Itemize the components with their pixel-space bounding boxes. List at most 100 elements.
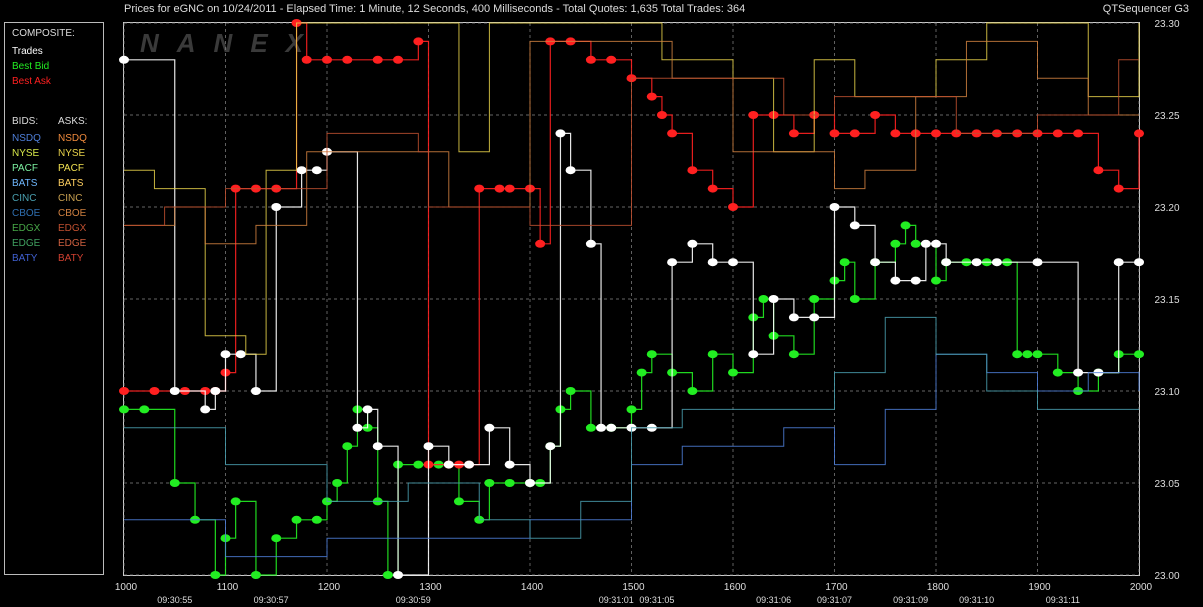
data-point-best-ask — [1093, 166, 1104, 175]
data-point-best-ask — [646, 92, 657, 101]
legend-ask-nsdq: NSDQ — [58, 133, 87, 144]
data-point-best-bid — [332, 479, 343, 487]
series-line-nyse — [124, 22, 1140, 355]
data-point-trades — [220, 350, 231, 359]
legend-ask-pacf: PACF — [58, 163, 84, 174]
data-point-best-ask — [1134, 129, 1144, 138]
x-tick-label: 1900 — [1028, 582, 1051, 593]
data-point-trades — [525, 479, 535, 487]
legend-ask-cboe: CBOE — [58, 208, 87, 219]
data-point-best-ask — [494, 184, 505, 193]
data-point-best-bid — [890, 239, 901, 248]
data-point-trades — [464, 460, 475, 469]
time-label: 09:31:01 — [599, 595, 634, 605]
data-point-best-ask — [322, 55, 332, 64]
chart-title: Prices for eGNC on 10/24/2011 - Elapsed … — [124, 3, 746, 15]
data-point-trades — [849, 221, 860, 230]
data-point-best-ask — [342, 55, 353, 64]
data-point-trades — [991, 258, 1002, 267]
time-label: 09:30:57 — [254, 595, 289, 605]
data-point-best-ask — [931, 129, 941, 138]
legend-best-bid: Best Bid — [12, 61, 50, 72]
time-label: 09:31:10 — [959, 595, 994, 605]
data-point-trades — [1032, 258, 1043, 267]
data-point-best-ask — [606, 55, 617, 64]
data-point-best-bid — [809, 295, 820, 303]
data-point-trades — [210, 387, 221, 395]
series-line-edgx — [124, 59, 1139, 226]
data-point-best-ask — [119, 387, 129, 395]
data-point-trades — [687, 239, 698, 248]
data-point-trades — [271, 203, 282, 211]
data-point-best-bid — [1052, 368, 1063, 377]
data-point-best-ask — [149, 387, 160, 395]
legend-ask-nyse: NYSE — [58, 148, 86, 159]
data-point-best-ask — [393, 55, 404, 64]
data-point-best-ask — [667, 129, 678, 138]
data-point-best-bid — [585, 423, 596, 432]
data-point-trades — [728, 258, 738, 267]
y-tick-label: 23.00 — [1154, 571, 1179, 582]
x-tick-label: 1500 — [622, 582, 645, 593]
data-point-best-ask — [585, 55, 596, 64]
data-point-best-bid — [169, 479, 180, 487]
data-point-best-bid — [1134, 350, 1144, 359]
time-label: 09:31:05 — [639, 595, 674, 605]
data-point-trades — [596, 423, 607, 432]
x-tick-label: 1700 — [825, 582, 848, 593]
x-tick-label: 1100 — [217, 582, 239, 593]
time-label: 09:30:55 — [157, 595, 192, 605]
data-point-best-bid — [565, 387, 576, 395]
data-point-best-ask — [788, 129, 799, 138]
legend-bid-pacf: PACF — [12, 163, 38, 174]
data-point-best-ask — [707, 184, 718, 193]
data-point-trades — [555, 129, 566, 138]
data-point-best-ask — [413, 37, 424, 46]
data-point-best-bid — [139, 405, 150, 414]
series-line-cboe — [124, 40, 1139, 245]
data-point-best-bid — [342, 442, 353, 451]
data-point-trades — [250, 387, 261, 395]
data-point-best-bid — [291, 515, 302, 524]
legend-bid-nyse: NYSE — [12, 148, 40, 159]
legend-bid-baty: BATY — [12, 253, 38, 264]
data-point-best-bid — [910, 239, 921, 248]
legend-best-ask: Best Ask — [12, 76, 51, 87]
data-point-trades — [748, 350, 759, 359]
series-line-nsdq — [124, 353, 1140, 558]
data-point-best-ask — [870, 111, 881, 119]
data-point-best-bid — [646, 350, 657, 359]
data-point-trades — [169, 387, 180, 395]
data-point-best-bid — [1032, 350, 1043, 359]
data-point-best-bid — [849, 295, 860, 303]
data-point-best-bid — [250, 571, 261, 579]
legend-bid-edge: EDGE — [12, 238, 41, 249]
x-tick-label: 1300 — [419, 582, 442, 593]
data-point-trades — [119, 55, 129, 64]
data-point-best-ask — [656, 111, 667, 119]
data-point-trades — [1113, 258, 1124, 267]
y-tick-label: 23.15 — [1154, 295, 1179, 306]
data-point-best-ask — [504, 184, 515, 193]
y-tick-label: 23.25 — [1154, 111, 1179, 122]
data-point-best-ask — [849, 129, 860, 138]
data-point-trades — [423, 442, 434, 451]
data-point-trades — [941, 258, 952, 267]
data-point-trades — [352, 423, 363, 432]
legend-bid-cinc: CINC — [12, 193, 37, 204]
data-point-best-ask — [829, 129, 840, 138]
data-point-trades — [931, 239, 941, 248]
data-point-trades — [606, 423, 617, 432]
bids-label: BIDS: — [12, 116, 39, 127]
data-point-best-bid — [271, 534, 282, 543]
data-point-best-ask — [372, 55, 383, 64]
data-point-best-bid — [484, 479, 495, 487]
data-point-trades — [200, 405, 211, 414]
data-point-trades — [788, 313, 799, 322]
data-point-best-ask — [687, 166, 698, 175]
data-point-best-bid — [839, 258, 850, 267]
data-point-trades — [870, 258, 881, 267]
data-point-best-bid — [382, 571, 393, 579]
legend-ask-cinc: CINC — [58, 193, 83, 204]
asks-label: ASKS: — [58, 116, 88, 127]
